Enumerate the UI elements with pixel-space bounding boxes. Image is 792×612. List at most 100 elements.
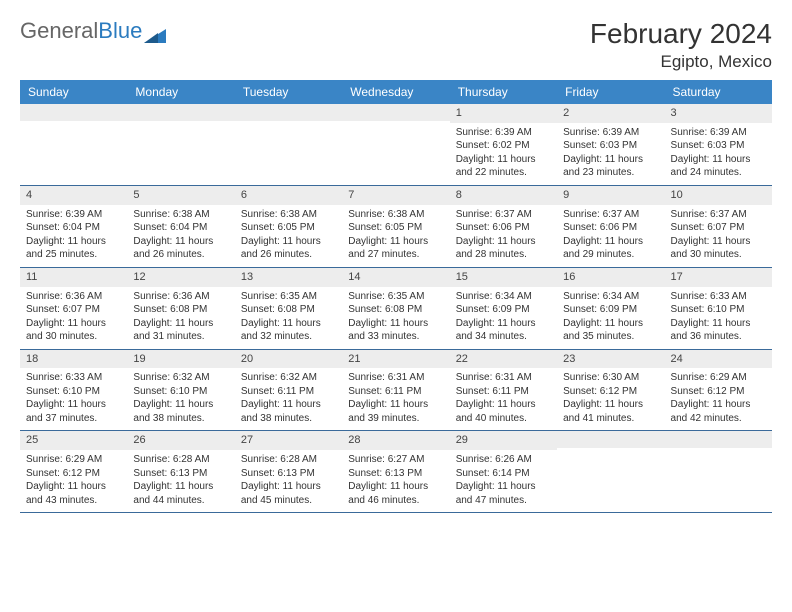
- day-number: 9: [557, 186, 664, 205]
- day-number: 23: [557, 350, 664, 369]
- daylight-line-1: Daylight: 11 hours: [241, 317, 336, 331]
- calendar-body: 1Sunrise: 6:39 AMSunset: 6:02 PMDaylight…: [20, 104, 772, 513]
- cell-body: Sunrise: 6:38 AMSunset: 6:05 PMDaylight:…: [342, 205, 449, 267]
- day-number: 19: [127, 350, 234, 369]
- daylight-line-2: and 28 minutes.: [456, 248, 551, 262]
- sunset-line: Sunset: 6:09 PM: [456, 303, 551, 317]
- sunrise-line: Sunrise: 6:33 AM: [671, 290, 766, 304]
- day-header-tue: Tuesday: [235, 80, 342, 104]
- calendar: Sunday Monday Tuesday Wednesday Thursday…: [20, 80, 772, 513]
- daylight-line-1: Daylight: 11 hours: [133, 480, 228, 494]
- daylight-line-2: and 40 minutes.: [456, 412, 551, 426]
- day-number: 27: [235, 431, 342, 450]
- daylight-line-2: and 38 minutes.: [241, 412, 336, 426]
- sunrise-line: Sunrise: 6:26 AM: [456, 453, 551, 467]
- sunset-line: Sunset: 6:04 PM: [26, 221, 121, 235]
- daylight-line-2: and 32 minutes.: [241, 330, 336, 344]
- daylight-line-1: Daylight: 11 hours: [133, 398, 228, 412]
- sunset-line: Sunset: 6:12 PM: [26, 467, 121, 481]
- cell-body: Sunrise: 6:33 AMSunset: 6:10 PMDaylight:…: [20, 368, 127, 430]
- calendar-cell: 21Sunrise: 6:31 AMSunset: 6:11 PMDayligh…: [342, 350, 449, 431]
- sunset-line: Sunset: 6:13 PM: [348, 467, 443, 481]
- cell-body: Sunrise: 6:34 AMSunset: 6:09 PMDaylight:…: [557, 287, 664, 349]
- day-number: 25: [20, 431, 127, 450]
- calendar-week: 25Sunrise: 6:29 AMSunset: 6:12 PMDayligh…: [20, 431, 772, 513]
- day-number: 17: [665, 268, 772, 287]
- daylight-line-2: and 41 minutes.: [563, 412, 658, 426]
- daylight-line-1: Daylight: 11 hours: [671, 398, 766, 412]
- cell-body: Sunrise: 6:36 AMSunset: 6:08 PMDaylight:…: [127, 287, 234, 349]
- daylight-line-2: and 33 minutes.: [348, 330, 443, 344]
- sunset-line: Sunset: 6:03 PM: [563, 139, 658, 153]
- sunrise-line: Sunrise: 6:35 AM: [241, 290, 336, 304]
- daylight-line-1: Daylight: 11 hours: [456, 317, 551, 331]
- day-number: 1: [450, 104, 557, 123]
- daylight-line-2: and 23 minutes.: [563, 166, 658, 180]
- sunrise-line: Sunrise: 6:39 AM: [563, 126, 658, 140]
- logo: GeneralBlue: [20, 18, 166, 44]
- daylight-line-1: Daylight: 11 hours: [456, 153, 551, 167]
- daylight-line-2: and 43 minutes.: [26, 494, 121, 508]
- daylight-line-2: and 46 minutes.: [348, 494, 443, 508]
- cell-body: Sunrise: 6:35 AMSunset: 6:08 PMDaylight:…: [342, 287, 449, 349]
- sunrise-line: Sunrise: 6:39 AM: [456, 126, 551, 140]
- calendar-week: 1Sunrise: 6:39 AMSunset: 6:02 PMDaylight…: [20, 104, 772, 186]
- day-number: [235, 104, 342, 121]
- daylight-line-1: Daylight: 11 hours: [348, 235, 443, 249]
- calendar-cell: 9Sunrise: 6:37 AMSunset: 6:06 PMDaylight…: [557, 186, 664, 267]
- daylight-line-1: Daylight: 11 hours: [26, 480, 121, 494]
- calendar-week: 4Sunrise: 6:39 AMSunset: 6:04 PMDaylight…: [20, 186, 772, 268]
- daylight-line-2: and 26 minutes.: [133, 248, 228, 262]
- sunset-line: Sunset: 6:08 PM: [348, 303, 443, 317]
- daylight-line-2: and 30 minutes.: [26, 330, 121, 344]
- day-number: 16: [557, 268, 664, 287]
- cell-body: Sunrise: 6:34 AMSunset: 6:09 PMDaylight:…: [450, 287, 557, 349]
- daylight-line-2: and 26 minutes.: [241, 248, 336, 262]
- daylight-line-1: Daylight: 11 hours: [241, 235, 336, 249]
- sunset-line: Sunset: 6:09 PM: [563, 303, 658, 317]
- cell-body: Sunrise: 6:26 AMSunset: 6:14 PMDaylight:…: [450, 450, 557, 512]
- day-number: 11: [20, 268, 127, 287]
- sunset-line: Sunset: 6:10 PM: [26, 385, 121, 399]
- calendar-cell: 5Sunrise: 6:38 AMSunset: 6:04 PMDaylight…: [127, 186, 234, 267]
- daylight-line-2: and 44 minutes.: [133, 494, 228, 508]
- sunset-line: Sunset: 6:11 PM: [456, 385, 551, 399]
- calendar-cell: 29Sunrise: 6:26 AMSunset: 6:14 PMDayligh…: [450, 431, 557, 512]
- location: Egipto, Mexico: [590, 52, 772, 72]
- sunset-line: Sunset: 6:10 PM: [671, 303, 766, 317]
- cell-body: Sunrise: 6:30 AMSunset: 6:12 PMDaylight:…: [557, 368, 664, 430]
- cell-body: Sunrise: 6:39 AMSunset: 6:04 PMDaylight:…: [20, 205, 127, 267]
- daylight-line-1: Daylight: 11 hours: [563, 153, 658, 167]
- day-number: 22: [450, 350, 557, 369]
- cell-body: Sunrise: 6:39 AMSunset: 6:03 PMDaylight:…: [557, 123, 664, 185]
- daylight-line-1: Daylight: 11 hours: [671, 153, 766, 167]
- sunrise-line: Sunrise: 6:39 AM: [671, 126, 766, 140]
- daylight-line-1: Daylight: 11 hours: [241, 480, 336, 494]
- sunrise-line: Sunrise: 6:38 AM: [348, 208, 443, 222]
- sunrise-line: Sunrise: 6:39 AM: [26, 208, 121, 222]
- cell-body: Sunrise: 6:29 AMSunset: 6:12 PMDaylight:…: [20, 450, 127, 512]
- sunrise-line: Sunrise: 6:28 AM: [241, 453, 336, 467]
- calendar-cell: 23Sunrise: 6:30 AMSunset: 6:12 PMDayligh…: [557, 350, 664, 431]
- sunrise-line: Sunrise: 6:34 AM: [456, 290, 551, 304]
- calendar-cell: 14Sunrise: 6:35 AMSunset: 6:08 PMDayligh…: [342, 268, 449, 349]
- daylight-line-2: and 24 minutes.: [671, 166, 766, 180]
- sunset-line: Sunset: 6:08 PM: [241, 303, 336, 317]
- calendar-week: 18Sunrise: 6:33 AMSunset: 6:10 PMDayligh…: [20, 350, 772, 432]
- sunrise-line: Sunrise: 6:36 AM: [133, 290, 228, 304]
- calendar-cell: 13Sunrise: 6:35 AMSunset: 6:08 PMDayligh…: [235, 268, 342, 349]
- calendar-week: 11Sunrise: 6:36 AMSunset: 6:07 PMDayligh…: [20, 268, 772, 350]
- calendar-cell: 28Sunrise: 6:27 AMSunset: 6:13 PMDayligh…: [342, 431, 449, 512]
- sunrise-line: Sunrise: 6:35 AM: [348, 290, 443, 304]
- calendar-cell-empty: [665, 431, 772, 512]
- month-title: February 2024: [590, 18, 772, 50]
- daylight-line-1: Daylight: 11 hours: [26, 317, 121, 331]
- day-header-thu: Thursday: [450, 80, 557, 104]
- calendar-cell: 2Sunrise: 6:39 AMSunset: 6:03 PMDaylight…: [557, 104, 664, 185]
- day-number: 15: [450, 268, 557, 287]
- day-header-sat: Saturday: [665, 80, 772, 104]
- cell-body: Sunrise: 6:29 AMSunset: 6:12 PMDaylight:…: [665, 368, 772, 430]
- daylight-line-2: and 34 minutes.: [456, 330, 551, 344]
- sunset-line: Sunset: 6:14 PM: [456, 467, 551, 481]
- cell-body: [342, 121, 449, 181]
